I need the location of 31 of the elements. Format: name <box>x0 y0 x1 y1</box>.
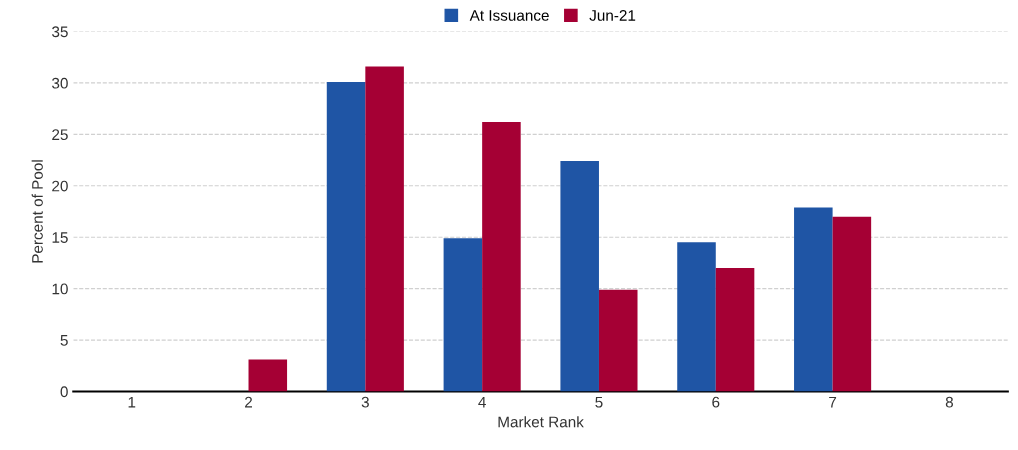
y-tick-label: 5 <box>60 335 68 346</box>
legend-label: Jun-21 <box>589 10 636 21</box>
bar <box>715 268 755 392</box>
x-tick-label: 4 <box>478 396 486 408</box>
x-tick-label: 2 <box>245 396 252 408</box>
x-tick-label: 3 <box>361 396 369 408</box>
bar <box>832 216 872 392</box>
y-tick-label: 0 <box>60 386 68 398</box>
x-tick-label: 8 <box>945 396 953 408</box>
y-axis-title: Percent of Pool <box>31 160 43 263</box>
bar <box>443 238 483 392</box>
x-axis-title: Market Rank <box>498 416 584 428</box>
legend-label: At Issuance <box>469 10 549 21</box>
bar <box>326 81 366 392</box>
x-tick-label: 5 <box>595 396 603 408</box>
bar <box>560 161 599 392</box>
bar <box>794 207 833 392</box>
y-tick-label: 15 <box>52 232 68 243</box>
y-tick-label: 20 <box>52 180 68 192</box>
y-tick-label: 10 <box>52 283 68 295</box>
bar <box>677 242 716 392</box>
y-tick-label: 35 <box>52 26 68 38</box>
y-tick-label: 25 <box>52 129 68 141</box>
x-tick-label: 1 <box>128 396 136 408</box>
bar <box>482 122 521 392</box>
x-tick-label: 7 <box>829 396 837 408</box>
x-tick-label: 6 <box>712 396 720 408</box>
bar <box>365 66 404 392</box>
bar <box>248 359 288 392</box>
bar <box>598 289 638 392</box>
y-tick-label: 30 <box>52 77 68 89</box>
